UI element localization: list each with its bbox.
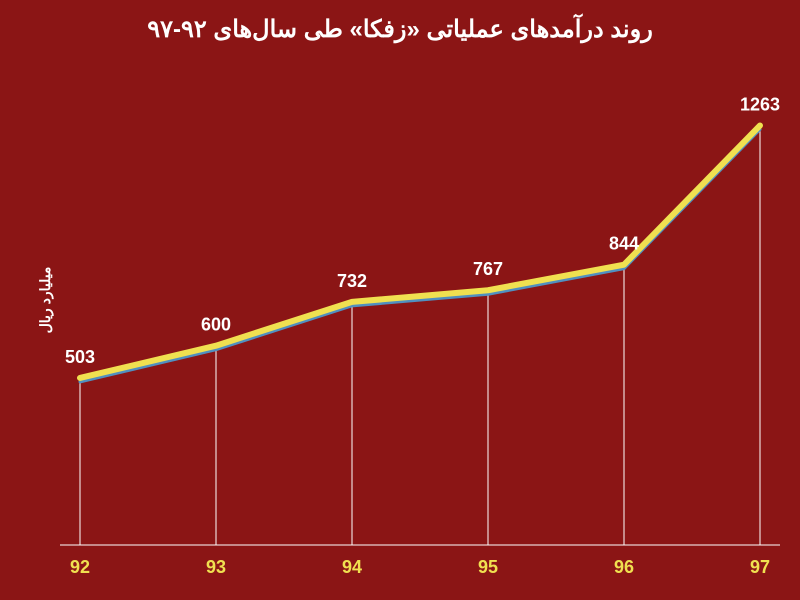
x-tick-label: 97	[750, 557, 770, 577]
data-label: 600	[201, 315, 231, 335]
chart-svg: 503 600 732 767 844 1263 92 93 94 95 96 97	[0, 0, 800, 600]
x-tick-label: 92	[70, 557, 90, 577]
data-label: 767	[473, 259, 503, 279]
series-main-line	[80, 126, 760, 378]
x-tick-label: 93	[206, 557, 226, 577]
series-shadow-line	[80, 130, 760, 382]
x-tick-label: 95	[478, 557, 498, 577]
chart-container: روند درآمدهای عملیاتی «زفکا» طی سال‌های …	[0, 0, 800, 600]
x-tick-label: 94	[342, 557, 362, 577]
data-label: 503	[65, 347, 95, 367]
data-label: 732	[337, 271, 367, 291]
data-label: 1263	[740, 95, 780, 115]
data-label: 844	[609, 234, 639, 254]
x-tick-label: 96	[614, 557, 634, 577]
